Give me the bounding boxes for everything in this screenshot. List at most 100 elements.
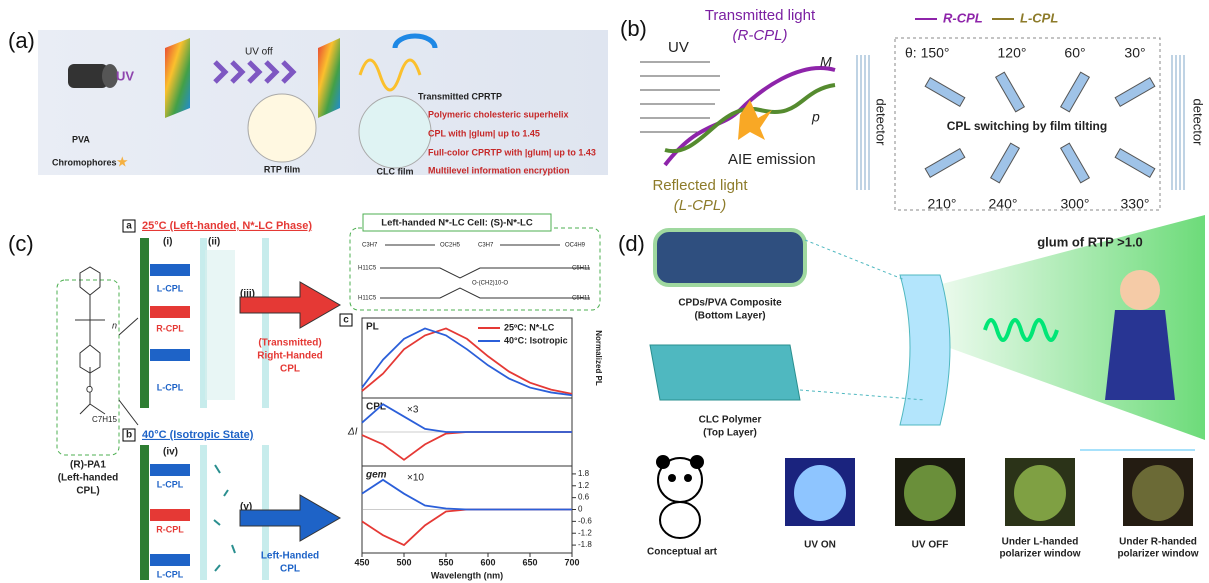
cpl-label: L-CPL	[157, 479, 184, 489]
subplot-label: PL	[366, 322, 379, 333]
plot-frame	[362, 318, 572, 553]
curve	[362, 510, 572, 546]
transmitted-arrow	[240, 282, 340, 328]
x-tick-label: 450	[354, 557, 369, 567]
detector-label: detector	[1191, 99, 1206, 147]
switching-label: CPL switching by film tilting	[947, 119, 1107, 133]
chem-text: C3H7	[478, 243, 494, 249]
reflected-light: Reflected light	[652, 177, 748, 194]
m-label: M	[820, 54, 832, 70]
cpl-label: R-CPL	[156, 524, 184, 534]
figure: (a) UV UV off Transmitted CPRTP PVA Chro…	[0, 0, 1209, 583]
clc-film-circle	[359, 96, 431, 168]
photo-bear	[794, 465, 846, 521]
y-tick-label: 0.6	[578, 493, 590, 502]
curve	[362, 480, 572, 510]
caption: polarizer window	[1117, 549, 1198, 560]
x-tick-label: 500	[396, 557, 411, 567]
caption: Under R-handed	[1119, 537, 1197, 548]
angle: 330°	[1121, 196, 1150, 212]
panel-c: (c) a 25°C (Left-handed, N*-LC Phase) (i…	[8, 214, 603, 580]
caption: UV OFF	[912, 540, 949, 551]
film	[165, 38, 190, 118]
caption: UV ON	[804, 540, 836, 551]
sub-label: c	[343, 315, 349, 326]
uv-rays	[640, 62, 720, 132]
bullet: Polymeric cholesteric superhelix	[428, 109, 569, 119]
rtp-film-label: RTP film	[264, 164, 300, 174]
left-handed-label: Left-Handed	[261, 551, 319, 562]
polymer-label: CPL)	[76, 486, 99, 497]
chem-text: C3H7	[362, 243, 378, 249]
photo-bear	[1132, 465, 1184, 521]
chem-text: H11C5	[358, 266, 377, 272]
cpl-label: L-CPL	[157, 569, 184, 579]
legend-label: 40°C: Isotropic	[504, 335, 568, 345]
glum-label: glum of RTP >1.0	[1037, 234, 1143, 249]
angle: 120°	[998, 45, 1027, 61]
chem-text: H11C5	[358, 296, 377, 302]
transmitted-label: CPL	[280, 364, 300, 375]
panel-a: (a) UV UV off Transmitted CPRTP PVA Chro…	[8, 28, 608, 177]
angle: 240°	[989, 196, 1018, 212]
right-label: Normalized PL	[594, 330, 603, 386]
x-tick-label: 600	[480, 557, 495, 567]
roman: (i)	[163, 237, 172, 248]
polymer-part: C7H15	[92, 415, 117, 424]
y-tick-label: 1.8	[578, 469, 590, 478]
film	[318, 38, 340, 118]
factor-label: ×10	[407, 473, 424, 484]
roman: (ii)	[208, 237, 220, 248]
x-axis-label: Wavelength (nm)	[431, 570, 503, 580]
caption: Under L-handed	[1002, 537, 1079, 548]
curve	[362, 432, 572, 460]
panel-label: (d)	[618, 231, 645, 256]
reflected-light-sub: (L-CPL)	[674, 197, 727, 214]
transmitted-label: Right-Handed	[257, 351, 323, 362]
x-tick-label: 700	[564, 557, 579, 567]
photo-bear	[1014, 465, 1066, 521]
panel-label: (c)	[8, 231, 34, 256]
uv-off-label: UV off	[245, 47, 273, 58]
transmitted-light-sub: (R-CPL)	[733, 27, 788, 44]
state-label: 25°C (Left-handed, N*-LC Phase)	[142, 220, 312, 232]
bottom-layer	[655, 230, 805, 285]
factor-label: ×3	[407, 405, 419, 416]
chem-text: OC2H5	[440, 243, 461, 249]
detector-label: detector	[874, 99, 889, 147]
polymer-part: n	[112, 320, 117, 330]
uv-label: UV	[668, 39, 689, 56]
chem-text: O-(CH2)10-O	[472, 281, 508, 287]
aie-label: AIE emission	[728, 151, 816, 168]
y-tick-label: -0.6	[578, 516, 592, 525]
panel-d: (d) CPDs/PVA Composite (Bottom Layer) CL…	[618, 215, 1205, 560]
p-label: p	[811, 109, 820, 125]
panel-label: (a)	[8, 28, 35, 53]
chem-structures: C3H7 OC2H5 C3H7 OC4H9 H11C5 C5H11 H11C5 …	[358, 243, 591, 302]
chem-text: C5H11	[572, 266, 591, 272]
legend-label: 25ºC: N*-LC	[504, 322, 555, 332]
pva-label: PVA	[72, 134, 90, 144]
cpl-label: R-CPL	[156, 323, 184, 333]
curve	[362, 404, 572, 432]
substrate	[140, 238, 149, 408]
uv-label: UV	[116, 68, 134, 83]
y-tick-label: 1.2	[578, 481, 590, 490]
y-tick-label: -1.8	[578, 540, 592, 549]
legend-label: R-CPL	[943, 10, 983, 25]
sub-label: b	[126, 430, 132, 441]
subplot-label: gem	[365, 470, 387, 481]
lc-cell	[200, 445, 207, 580]
detector-bars	[1172, 55, 1184, 190]
chem-text: C5H11	[572, 296, 591, 302]
angle: 60°	[1064, 45, 1085, 61]
panda	[656, 455, 704, 538]
polymer-label: (Left-handed	[58, 473, 119, 484]
bullet: Full-color CPRTP with |glum| up to 1.43	[428, 147, 596, 157]
chromophores-label: Chromophores	[52, 157, 117, 167]
connector	[119, 318, 138, 425]
chem-text: OC4H9	[565, 243, 586, 249]
polymer-box	[57, 280, 119, 455]
sub-label: a	[126, 221, 132, 232]
film-sheet	[900, 275, 950, 425]
